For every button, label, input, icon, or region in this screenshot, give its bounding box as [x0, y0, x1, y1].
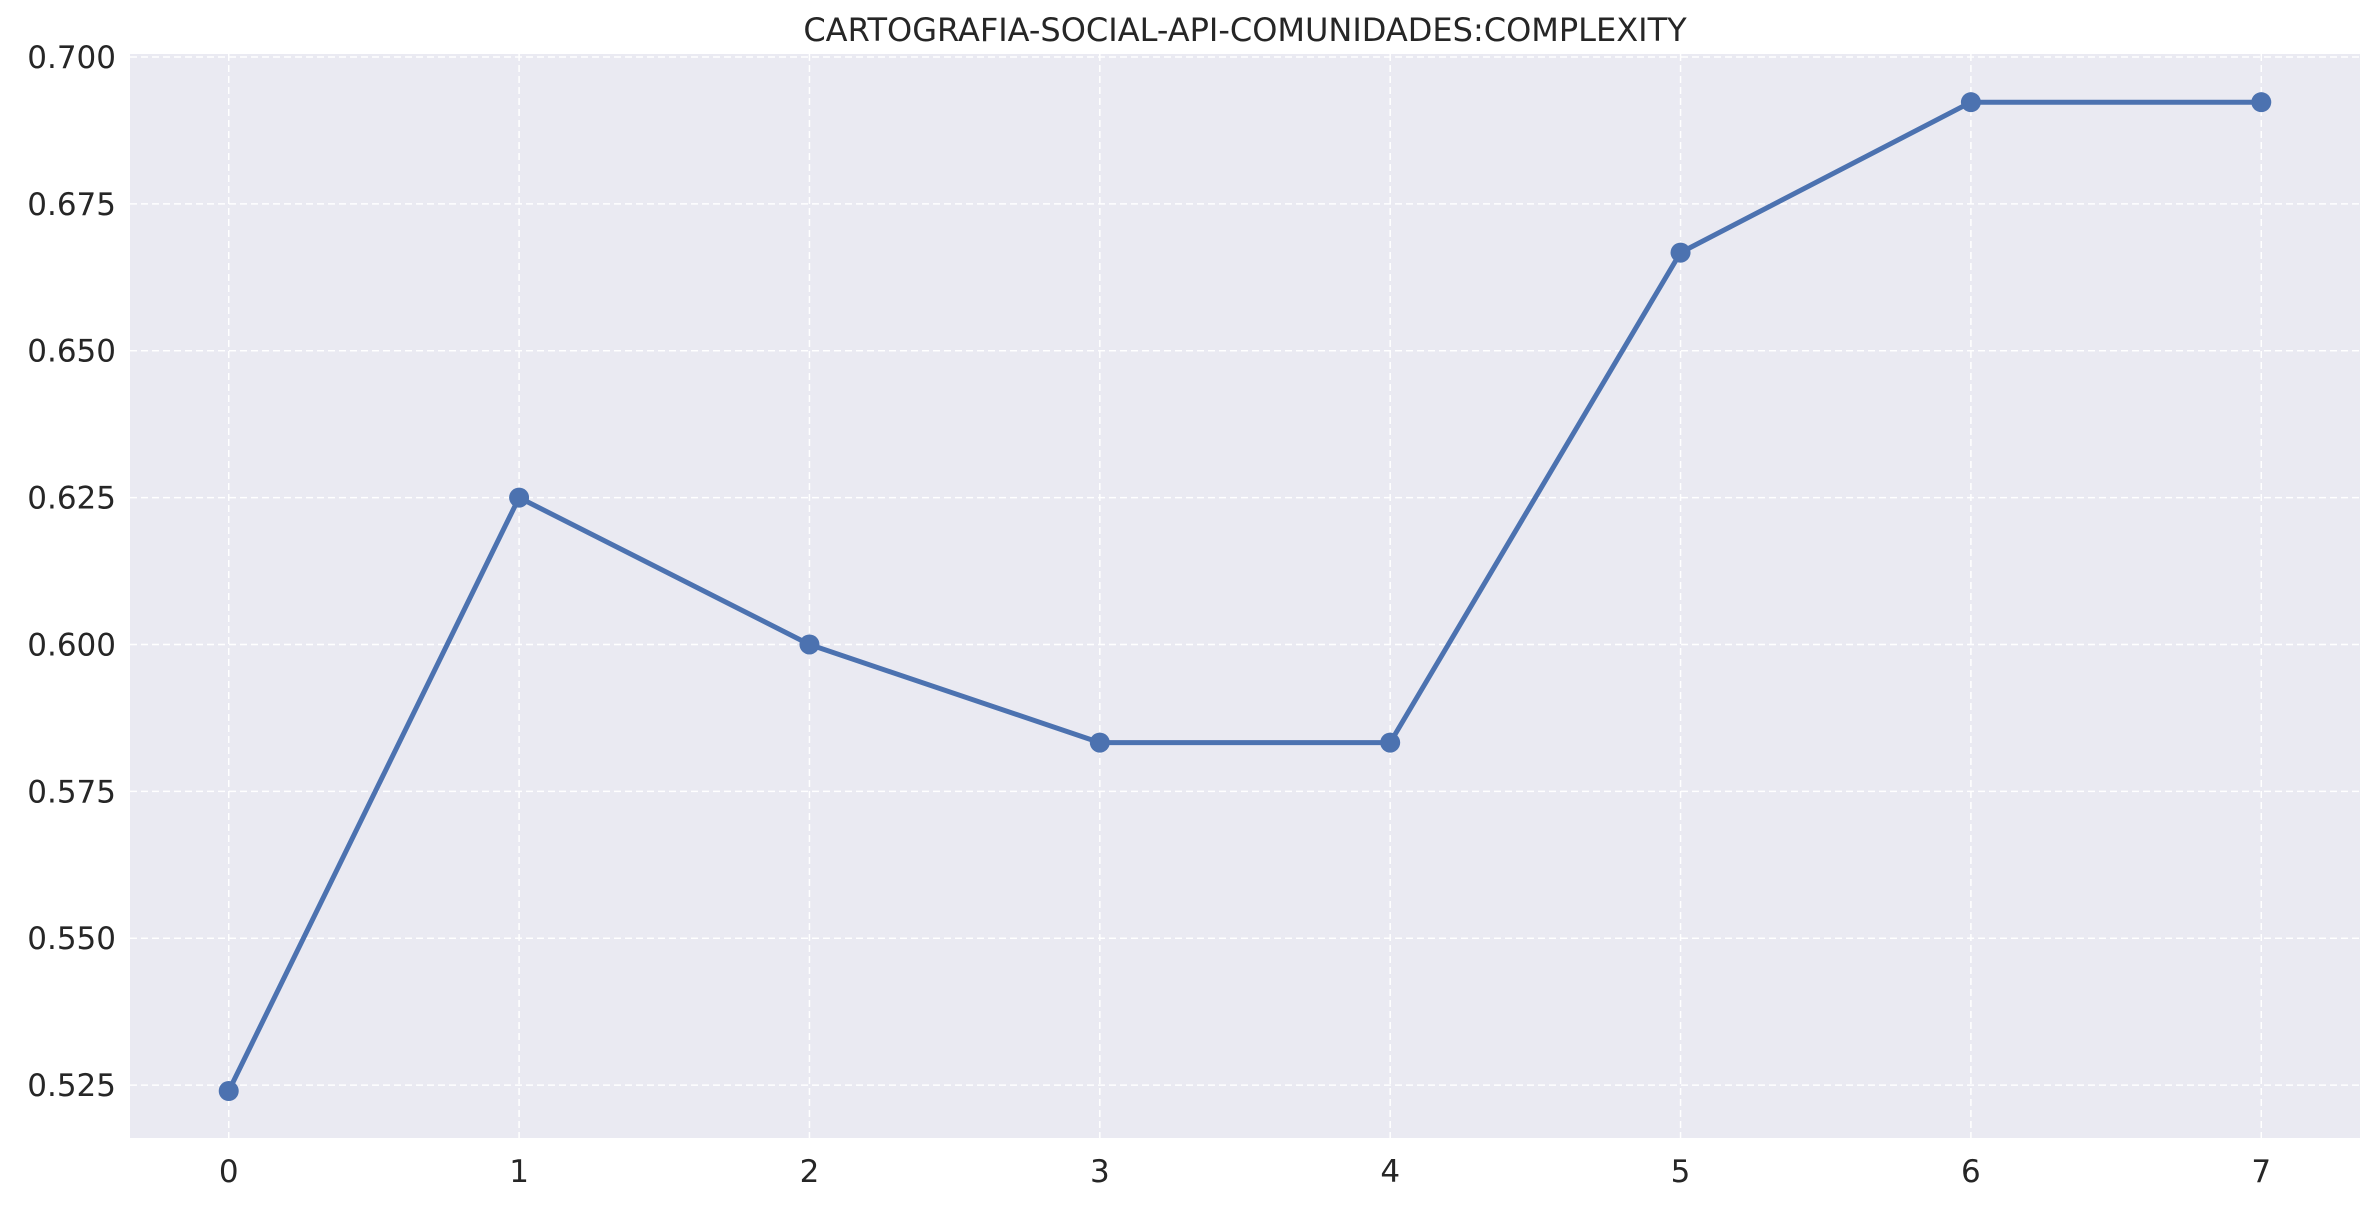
series: [218, 92, 2272, 1101]
series-line: [226, 99, 2264, 1094]
data-point: [1089, 732, 1110, 753]
data-point: [509, 487, 530, 508]
x-tick-label: 6: [1961, 1154, 1981, 1190]
grid: [130, 54, 2360, 1138]
y-tick-label: 0.575: [27, 774, 116, 810]
x-tick-label: 1: [509, 1154, 529, 1190]
y-tick-label: 0.625: [27, 481, 116, 517]
y-tick-label: 0.675: [27, 187, 116, 223]
data-point: [1670, 242, 1691, 263]
data-point: [1380, 732, 1401, 753]
x-tick-label: 2: [800, 1154, 820, 1190]
y-tick-label: 0.700: [27, 40, 116, 76]
x-tick-label: 4: [1380, 1154, 1400, 1190]
data-point: [799, 634, 820, 655]
y-tick-label: 0.525: [27, 1068, 116, 1104]
y-tick-label: 0.600: [27, 627, 116, 663]
x-tick-label: 5: [1671, 1154, 1691, 1190]
x-tick-label: 3: [1090, 1154, 1110, 1190]
x-tick-label: 0: [219, 1154, 239, 1190]
data-point: [2251, 92, 2272, 113]
y-axis: 0.525 0.550 0.575 0.600 0.625 0.650 0.675 0.700: [27, 40, 116, 1104]
x-axis: 0 1 2 3 4 5 6 7: [219, 1154, 2271, 1190]
y-tick-label: 0.550: [27, 921, 116, 957]
chart-title: CARTOGRAFIA-SOCIAL-API-COMUNIDADES:COMPL…: [803, 11, 1687, 49]
x-tick-label: 7: [2251, 1154, 2271, 1190]
data-point: [1960, 92, 1981, 113]
data-point: [218, 1080, 239, 1101]
plot-area: [130, 54, 2360, 1138]
y-tick-label: 0.650: [27, 334, 116, 370]
